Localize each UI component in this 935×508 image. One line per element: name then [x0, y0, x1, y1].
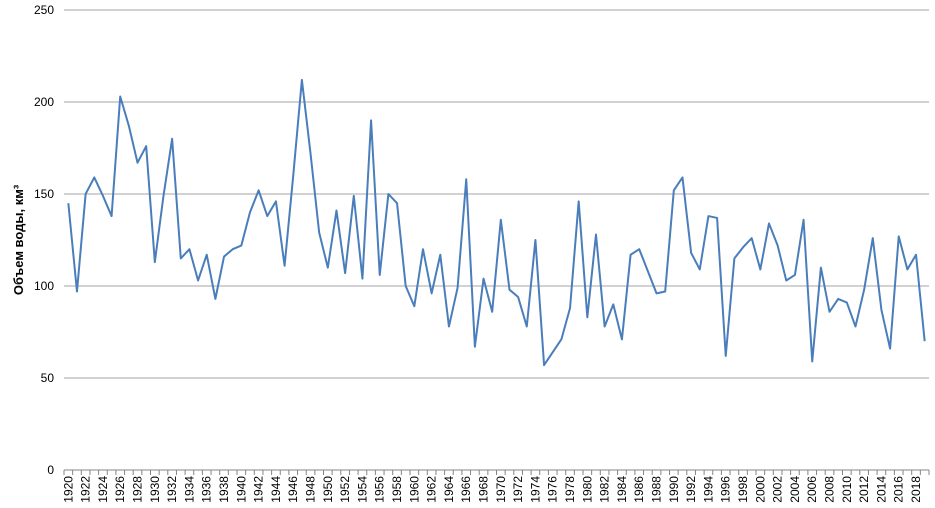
x-tick-label: 2006 — [805, 476, 819, 503]
y-tick-label: 0 — [47, 463, 54, 477]
x-tick-label: 2018 — [909, 476, 923, 503]
x-tick-label: 1994 — [701, 476, 715, 503]
x-tick-label: 1938 — [217, 476, 231, 503]
x-tick-label: 1942 — [252, 476, 266, 503]
x-tick-label: 1922 — [79, 476, 93, 503]
x-tick-label: 1930 — [148, 476, 162, 503]
x-tick-label: 1944 — [269, 476, 283, 503]
x-tick-label: 1980 — [580, 476, 594, 503]
series-group — [67, 78, 926, 367]
x-tick-label: 2010 — [840, 476, 854, 503]
x-tick-label: 1926 — [113, 476, 127, 503]
x-tick-label: 1956 — [373, 476, 387, 503]
x-tick-label: 1990 — [667, 476, 681, 503]
y-axis-title: Объем воды, км³ — [11, 184, 26, 295]
x-tick-label: 1966 — [459, 476, 473, 503]
x-tick-label: 1970 — [494, 476, 508, 503]
x-tick-label: 1988 — [650, 476, 664, 503]
x-tick-label: 1976 — [546, 476, 560, 503]
x-tick-label: 1962 — [425, 476, 439, 503]
y-tick-label: 200 — [34, 95, 54, 109]
x-tick-label: 2004 — [788, 476, 802, 503]
x-tick-label: 1932 — [165, 476, 179, 503]
x-tick-label: 2008 — [823, 476, 837, 503]
x-tick-label: 1950 — [321, 476, 335, 503]
x-tick-label: 1978 — [563, 476, 577, 503]
x-tick-label: 2002 — [771, 476, 785, 503]
x-tick-marks — [63, 470, 930, 475]
x-tick-label: 1984 — [615, 476, 629, 503]
x-tick-label: 1996 — [719, 476, 733, 503]
series-line — [67, 78, 926, 367]
x-tick-label: 1992 — [684, 476, 698, 503]
x-tick-label: 1946 — [286, 476, 300, 503]
x-tick-label: 1982 — [598, 476, 612, 503]
x-tick-label: 1920 — [61, 476, 75, 503]
y-tick-label: 100 — [34, 279, 54, 293]
x-tick-label: 1948 — [304, 476, 318, 503]
x-tick-label: 2014 — [874, 476, 888, 503]
x-tick-label: 1934 — [182, 476, 196, 503]
x-tick-label: 1954 — [355, 476, 369, 503]
x-tick-label: 1974 — [528, 476, 542, 503]
x-tick-label: 1940 — [234, 476, 248, 503]
x-tick-label: 1958 — [390, 476, 404, 503]
x-tick-label: 1998 — [736, 476, 750, 503]
x-tick-label: 1986 — [632, 476, 646, 503]
x-tick-label: 1952 — [338, 476, 352, 503]
y-tick-label: 50 — [41, 371, 55, 385]
y-tick-label: 150 — [34, 187, 54, 201]
x-tick-labels: 1920 1922 1924 1926 1928 1930 1932 1934 1936 1938… — [61, 476, 923, 503]
x-tick-label: 1936 — [200, 476, 214, 503]
x-tick-label: 1960 — [407, 476, 421, 503]
x-tick-label: 1924 — [96, 476, 110, 503]
gridlines — [64, 9, 929, 379]
x-tick-label: 1972 — [511, 476, 525, 503]
x-tick-label: 2000 — [753, 476, 767, 503]
y-tick-label: 250 — [34, 3, 54, 17]
x-tick-label: 1964 — [442, 476, 456, 503]
x-tick-label: 2012 — [857, 476, 871, 503]
x-tick-label: 1928 — [131, 476, 145, 503]
x-tick-label: 1968 — [477, 476, 491, 503]
x-tick-label: 2016 — [892, 476, 906, 503]
y-tick-labels: 0 50 100 150 200 250 — [34, 3, 54, 477]
